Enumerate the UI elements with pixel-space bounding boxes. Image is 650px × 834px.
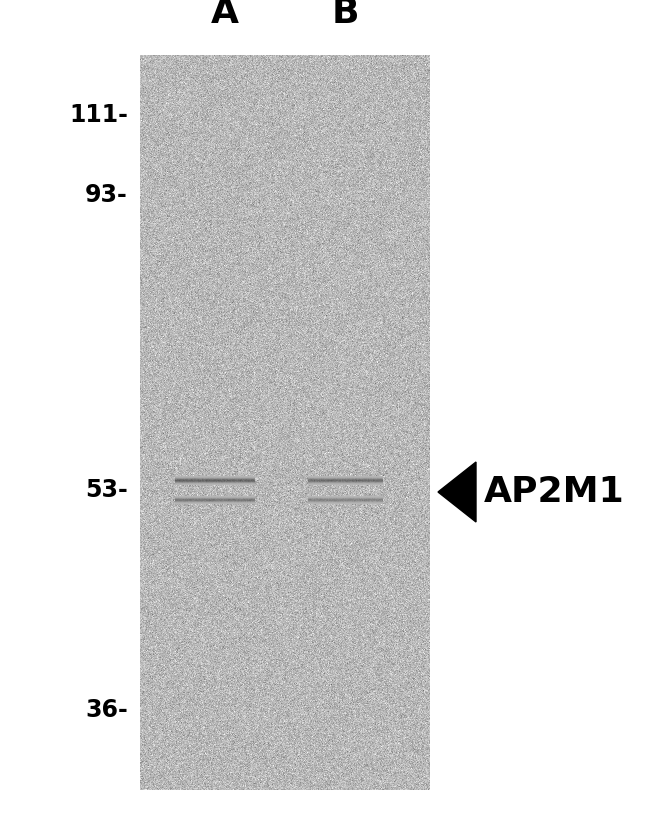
Polygon shape bbox=[438, 462, 476, 522]
Text: 53-: 53- bbox=[85, 478, 128, 502]
Text: 111-: 111- bbox=[69, 103, 128, 127]
Text: A: A bbox=[211, 0, 239, 30]
Text: 93-: 93- bbox=[85, 183, 128, 207]
Text: B: B bbox=[332, 0, 359, 30]
Text: 36-: 36- bbox=[85, 698, 128, 722]
Text: AP2M1: AP2M1 bbox=[484, 475, 625, 509]
